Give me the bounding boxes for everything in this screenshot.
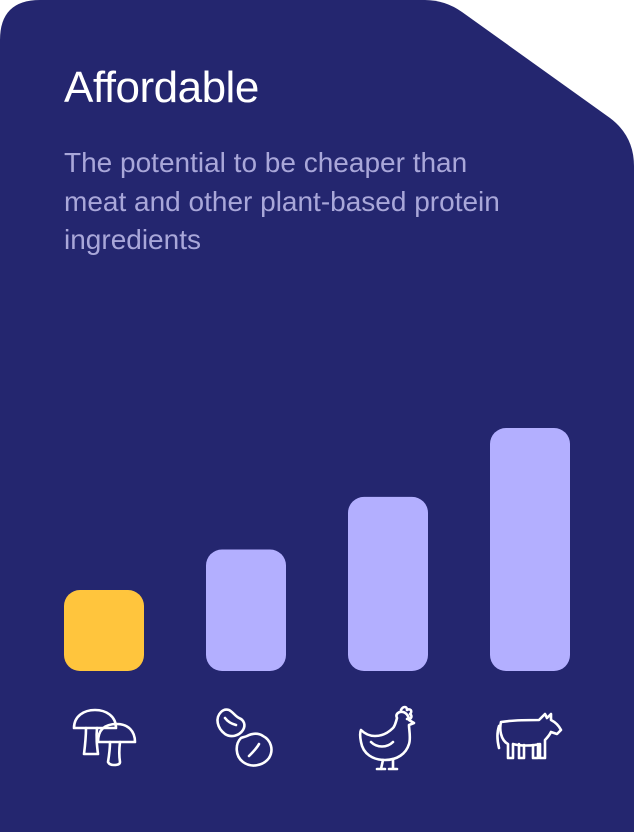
cow-icon xyxy=(493,704,563,774)
mushroom-icon xyxy=(70,704,140,774)
chicken-icon xyxy=(353,704,423,774)
beans-icon xyxy=(211,704,281,774)
card-subtitle: The potential to be cheaper than meat an… xyxy=(64,147,500,255)
card-title: Affordable xyxy=(64,63,259,112)
